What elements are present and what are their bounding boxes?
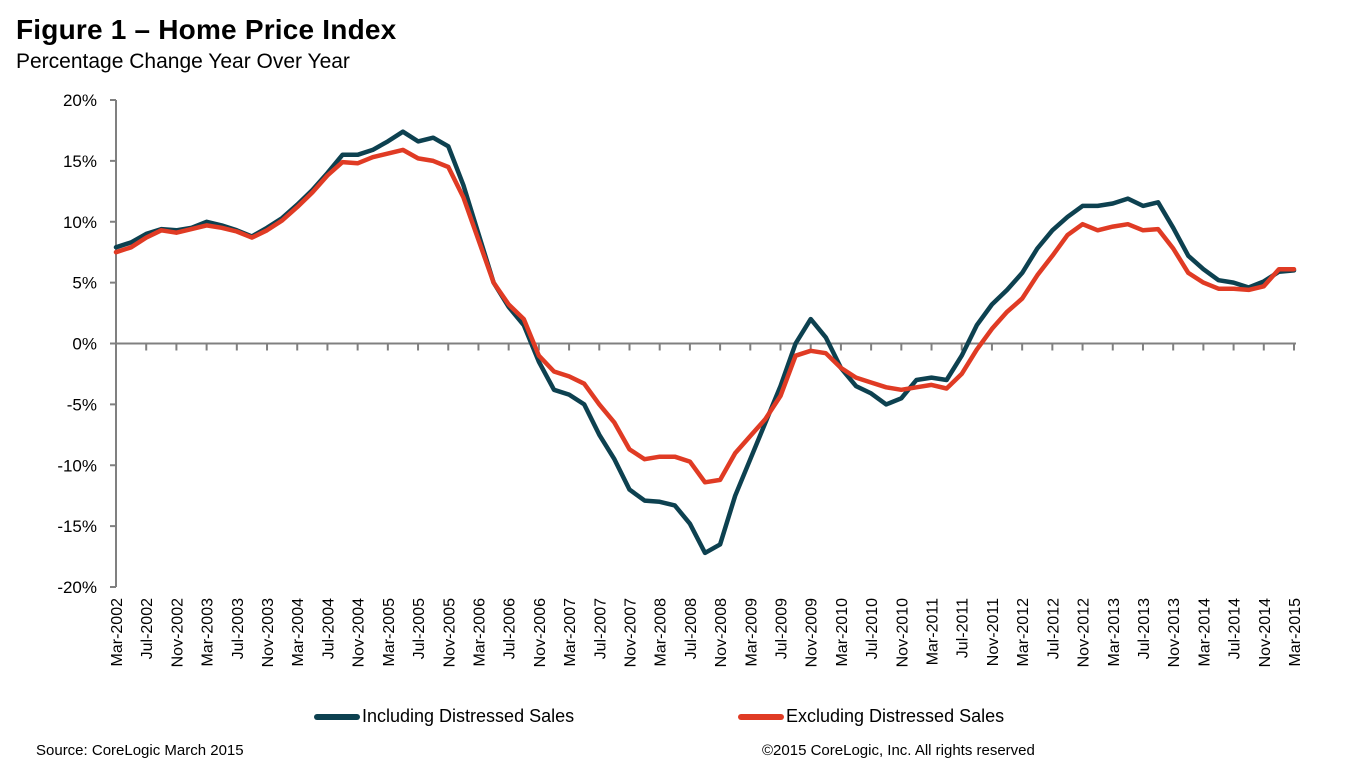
- x-tick-label: Jul-2010: [864, 598, 881, 659]
- x-tick-label: Nov-2008: [713, 598, 730, 667]
- chart-title: Figure 1 – Home Price Index: [16, 14, 397, 45]
- x-tick-label: Jul-2008: [683, 598, 700, 659]
- x-tick-label: Nov-2003: [260, 598, 277, 667]
- x-tick-label: Nov-2005: [441, 598, 458, 667]
- x-tick-label: Nov-2010: [894, 598, 911, 667]
- legend-label-including: Including Distressed Sales: [362, 706, 575, 726]
- x-tick-label: Jul-2011: [955, 598, 972, 658]
- y-tick-label: -15%: [57, 517, 97, 536]
- x-tick-label: Mar-2010: [834, 598, 851, 667]
- x-tick-label: Mar-2012: [1015, 598, 1032, 667]
- x-tick-label: Mar-2011: [925, 598, 942, 665]
- legend-swatch-excluding: [738, 713, 784, 720]
- x-tick-label: Jul-2006: [502, 598, 519, 659]
- legend-item-including: Including Distressed Sales: [314, 706, 574, 727]
- x-tick-label: Nov-2006: [532, 598, 549, 667]
- series-line-excluding-distressed: [113, 147, 1297, 485]
- x-tick-label: Nov-2014: [1257, 598, 1274, 667]
- x-tick-label: Mar-2014: [1196, 598, 1213, 667]
- y-tick-label: 5%: [72, 274, 97, 293]
- x-tick-label: Mar-2006: [471, 598, 488, 667]
- x-tick-label: Nov-2011: [985, 598, 1002, 666]
- x-tick-label: Mar-2015: [1287, 598, 1304, 667]
- x-tick-label: Mar-2013: [1106, 598, 1123, 667]
- x-tick-label: Nov-2002: [169, 598, 186, 667]
- y-tick-label: -10%: [57, 456, 97, 475]
- legend-label-excluding: Excluding Distressed Sales: [786, 706, 1005, 726]
- x-tick-label: Mar-2008: [653, 598, 670, 667]
- x-tick-label: Jul-2005: [411, 598, 428, 659]
- x-tick-label: Mar-2005: [381, 598, 398, 667]
- x-tick-label: Nov-2007: [622, 598, 639, 667]
- x-tick-label: Nov-2012: [1076, 598, 1093, 667]
- legend-swatch-including: [314, 713, 360, 720]
- series-lines: [113, 129, 1297, 556]
- x-tick-label: Jul-2003: [230, 598, 247, 659]
- y-tick-label: 20%: [63, 91, 97, 110]
- axes: [110, 99, 1296, 588]
- x-tick-label: Jul-2007: [592, 598, 609, 659]
- x-tick-label: Mar-2004: [290, 598, 307, 667]
- legend-item-excluding: Excluding Distressed Sales: [738, 706, 1004, 727]
- x-tick-label: Jul-2009: [774, 598, 791, 659]
- x-tick-label: Mar-2002: [109, 598, 126, 667]
- x-axis-labels: Mar-2002 Jul-2002 Nov-2002 Mar-2003 Jul-2003…: [109, 598, 1304, 667]
- y-tick-label: -20%: [57, 578, 97, 597]
- x-tick-label: Mar-2003: [200, 598, 217, 667]
- x-tick-label: Jul-2002: [139, 598, 156, 659]
- x-tick-label: Nov-2009: [804, 598, 821, 667]
- source-note: Source: CoreLogic March 2015: [36, 742, 244, 759]
- copyright-note: ©2015 CoreLogic, Inc. All rights reserve…: [762, 742, 1035, 759]
- x-tick-label: Jul-2014: [1227, 598, 1244, 659]
- y-axis-labels: 20% 15% 10% 5% 0% -5% -10% -15% -20%: [57, 91, 97, 597]
- x-tick-label: Jul-2004: [320, 598, 337, 659]
- x-tick-label: Mar-2007: [562, 598, 579, 667]
- x-tick-label: Jul-2012: [1045, 598, 1062, 659]
- chart-subtitle: Percentage Change Year Over Year: [16, 50, 350, 73]
- x-tick-label: Nov-2013: [1166, 598, 1183, 667]
- x-tick-label: Jul-2013: [1136, 598, 1153, 659]
- y-tick-label: 15%: [63, 152, 97, 171]
- y-tick-label: -5%: [67, 395, 97, 414]
- y-tick-label: 10%: [63, 213, 97, 232]
- x-tick-label: Nov-2004: [351, 598, 368, 667]
- y-tick-label: 0%: [72, 335, 97, 354]
- series-line-including-distressed: [113, 129, 1297, 556]
- x-tick-label: Mar-2009: [743, 598, 760, 667]
